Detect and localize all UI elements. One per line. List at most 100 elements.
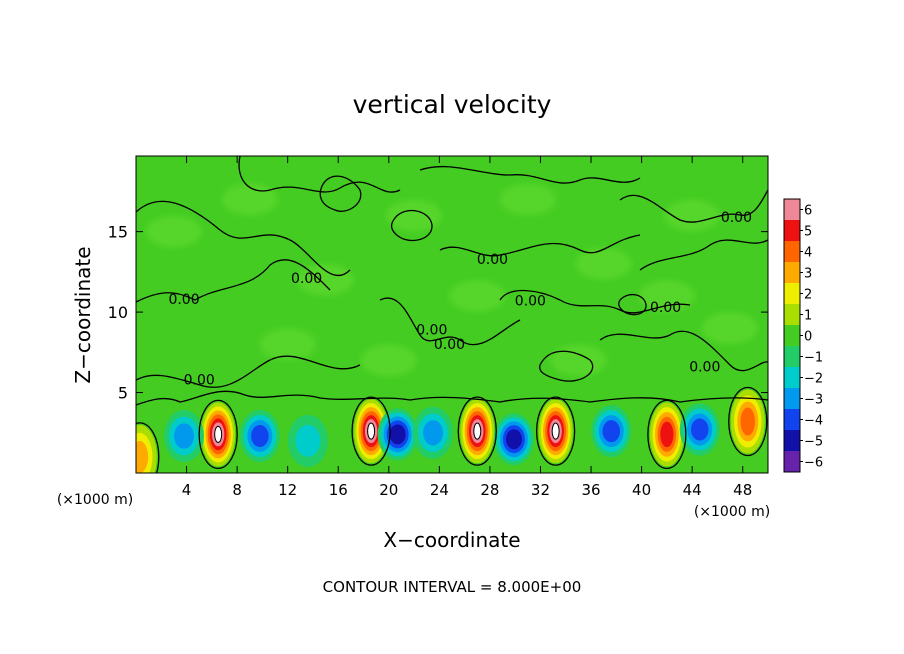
downdraft-ring (423, 420, 444, 446)
downdraft-ring (505, 429, 522, 450)
colorbar-tick-label: 6 (804, 204, 812, 219)
contour-line (238, 156, 401, 193)
x-tick-label: 4 (182, 481, 192, 499)
updraft-peak (551, 422, 560, 440)
x-tick-label: 12 (278, 481, 297, 499)
downdraft-ring (690, 418, 709, 441)
x-tick-label: 40 (632, 481, 651, 499)
colorbar-swatch (784, 388, 800, 409)
updraft-core (136, 424, 157, 473)
updraft-ring (740, 407, 756, 436)
contour-line (198, 399, 238, 470)
x-tick-label: 16 (329, 481, 348, 499)
downdraft-core (413, 406, 454, 459)
contour-line (136, 355, 361, 388)
colorbar-tick-label: 3 (804, 267, 812, 282)
contour-line (136, 200, 351, 277)
colorbar-swatch (784, 241, 800, 262)
colorbar-tick-label: −4 (804, 414, 823, 429)
contour-line (351, 396, 391, 466)
contour-line (439, 234, 641, 257)
contour-value-label: 0.00 (721, 210, 752, 226)
x-tick-label: 28 (480, 481, 499, 499)
x-axis-label: X−coordinate (383, 528, 520, 552)
field-patch (449, 279, 506, 312)
field-patch (499, 183, 556, 216)
contour-value-label: 0.00 (477, 252, 508, 268)
x-unit-label: (×1000 m) (694, 504, 770, 520)
colorbar-tick-label: −6 (804, 456, 823, 471)
contour-value-label: 0.00 (291, 271, 322, 287)
colorbar: 6 5 4 3 2 1 0 −1 −2 −3 −4 −5 −6 (783, 198, 823, 473)
updraft-peak (367, 422, 376, 440)
contour-value-label: 0.00 (434, 337, 465, 353)
contour-line (618, 293, 647, 316)
updraft-ring (660, 421, 674, 448)
field-patch (550, 344, 607, 377)
contour-line (136, 390, 768, 406)
contour-interval-footer: CONTOUR INTERVAL = 8.000E+00 (323, 578, 582, 596)
contour-line (457, 396, 497, 466)
contour-line (599, 330, 768, 372)
x-tick-label: 24 (430, 481, 449, 499)
contour-line (319, 175, 362, 212)
downdraft-core (239, 409, 280, 462)
colorbar-tick-label: 0 (804, 330, 812, 345)
x-tick-label: 44 (683, 481, 702, 499)
zero-contours (136, 156, 768, 473)
contour-labels: 0.000.000.000.000.000.000.00 0.000.000.00 (168, 210, 752, 389)
contour-line (728, 386, 768, 457)
x-tick-label: 8 (232, 481, 242, 499)
plot-area: 0.000.000.000.000.000.000.00 0.000.000.00 (136, 156, 768, 473)
colorbar-swatch (784, 346, 800, 367)
colorbar-tick-label: −2 (804, 372, 823, 387)
contour-value-label: 0.00 (416, 323, 447, 339)
colorbar-swatch (784, 409, 800, 430)
downdraft-core (591, 405, 632, 458)
contour-value-label: 0.00 (650, 300, 681, 316)
chart-title: vertical velocity (353, 90, 552, 119)
contour-line (647, 399, 687, 470)
downdraft-core (377, 408, 418, 461)
field-patch (259, 328, 316, 361)
contour-line (379, 297, 521, 346)
updraft-core (730, 389, 765, 454)
updraft-core (354, 399, 389, 464)
colorbar-swatch (784, 262, 800, 283)
x-tick-label: 20 (379, 481, 398, 499)
field-patch (386, 199, 443, 232)
field-patch (664, 199, 721, 232)
colorbar-swatch (784, 220, 800, 241)
contour-line (136, 259, 331, 303)
y-axis-label: Z−coordinate (71, 246, 95, 383)
contour-line (619, 189, 768, 223)
updraft-peak (473, 422, 482, 440)
contour-value-label: 0.00 (689, 360, 720, 376)
x-tick-label: 32 (531, 481, 550, 499)
contour-value-label: 0.00 (184, 372, 215, 388)
downdraft-ring (602, 420, 621, 443)
downdraft-core (493, 413, 534, 466)
y-tick-label: 10 (108, 303, 128, 322)
y-axis: 5 10 15 (108, 223, 768, 403)
downdraft-ring (295, 424, 321, 457)
updraft-ring (136, 440, 149, 473)
colorbar-tick-label: 2 (804, 288, 812, 303)
contour-line (419, 166, 641, 184)
contour-line (390, 209, 433, 242)
field-patch (575, 247, 632, 280)
field-patch (702, 312, 759, 345)
y-tick-label: 15 (108, 223, 128, 242)
colorbar-tick-label: 4 (804, 246, 812, 261)
y-tick-label: 5 (118, 384, 128, 403)
downdraft-core (164, 409, 205, 462)
plot-frame (135, 155, 769, 474)
contour-line (136, 422, 160, 473)
downdraft-ring (389, 424, 406, 445)
updraft-peak (214, 425, 223, 443)
downdraft-core (287, 414, 328, 467)
contour-line (539, 350, 594, 382)
downdraft-ring (174, 423, 195, 449)
colorbar-swatch (784, 304, 800, 325)
